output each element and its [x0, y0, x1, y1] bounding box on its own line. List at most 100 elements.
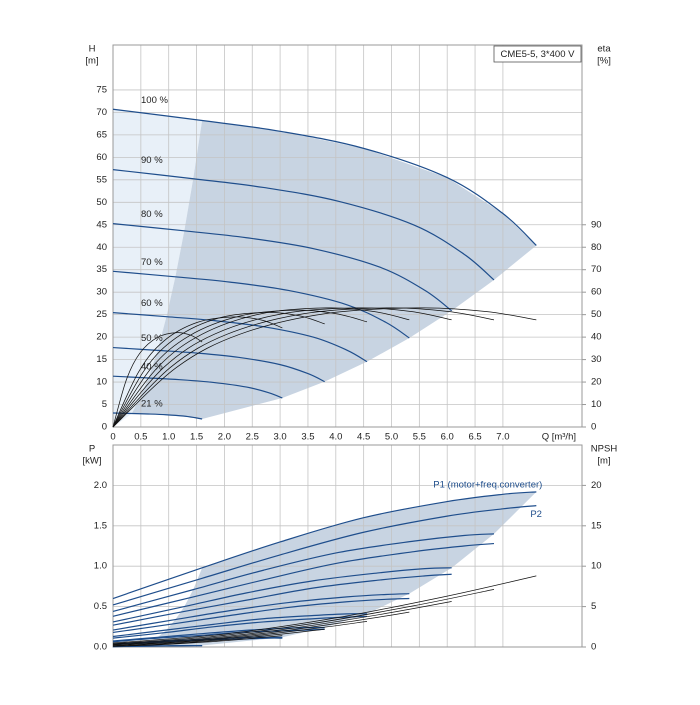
x-tick-label: 3.5	[301, 432, 314, 443]
curve-label: P1 (motor+freq.converter)	[433, 479, 542, 490]
operating-area	[131, 491, 537, 647]
x-tick-label: 6.5	[468, 432, 481, 443]
y-tick-label: 20	[96, 332, 107, 343]
y-tick-label: 60	[96, 152, 107, 163]
y-tick-label: 25	[96, 309, 107, 320]
y-tick-label: 5	[102, 399, 107, 410]
x-tick-label: 4.0	[329, 432, 342, 443]
y2-axis-label: eta	[597, 44, 611, 55]
curve	[112, 270, 410, 339]
curve	[112, 589, 495, 645]
y2-tick-label: 0	[591, 422, 596, 433]
y2-tick-label: 15	[591, 520, 602, 531]
y-tick-label: 0	[102, 422, 107, 433]
chart-title: CME5-5, 3*400 V	[501, 49, 576, 60]
y-axis-label: H	[89, 44, 96, 55]
curve	[112, 575, 537, 644]
curve-label: 70 %	[141, 257, 163, 268]
title-box	[493, 45, 582, 63]
y2-tick-label: 10	[591, 399, 602, 410]
plot-frame	[112, 444, 583, 648]
curve-label: 80 %	[141, 209, 163, 220]
y2-axis-unit: [%]	[597, 56, 611, 67]
curve	[112, 621, 368, 646]
y-tick-label: 65	[96, 129, 107, 140]
y-tick-label: 30	[96, 287, 107, 298]
x-tick-label: 0	[110, 432, 115, 443]
x-tick-label: 7.0	[496, 432, 509, 443]
curve	[112, 611, 410, 646]
y-tick-label: 70	[96, 107, 107, 118]
y2-tick-label: 60	[591, 287, 602, 298]
y2-tick-label: 20	[591, 377, 602, 388]
y2-tick-label: 70	[591, 264, 602, 275]
curve-label: 60 %	[141, 298, 163, 309]
plot-frame	[112, 44, 583, 428]
curve	[112, 346, 325, 383]
y-tick-label: 15	[96, 354, 107, 365]
x-tick-label: 1.0	[162, 432, 175, 443]
y-tick-label: 1.5	[94, 520, 107, 531]
y-tick-label: 55	[96, 174, 107, 185]
y2-tick-label: 40	[591, 332, 602, 343]
x-tick-label: 5.5	[413, 432, 426, 443]
curve	[112, 615, 368, 639]
x-tick-label: 5.0	[385, 432, 398, 443]
y-tick-label: 45	[96, 219, 107, 230]
y-tick-label: 1.0	[94, 561, 107, 572]
curve	[112, 169, 495, 281]
x-tick-label: 2.0	[218, 432, 231, 443]
x-tick-label: 4.5	[357, 432, 370, 443]
curve	[112, 307, 537, 428]
y-tick-label: 75	[96, 84, 107, 95]
curve	[112, 597, 410, 634]
plot: 0 5 10 15 20 25 30 35 40 45 50 55 60 65 70 75 0 10 20 30 40 5…	[85, 44, 611, 443]
curve	[112, 307, 452, 428]
y-tick-label: 10	[96, 377, 107, 388]
y-tick-label: 0.5	[94, 601, 107, 612]
curve	[112, 223, 453, 312]
curve	[112, 573, 452, 626]
curve	[112, 645, 203, 648]
y2-tick-label: 50	[591, 309, 602, 320]
curve	[112, 316, 283, 428]
y2-tick-label: 20	[591, 480, 602, 491]
curve	[112, 542, 495, 617]
operating-area-light	[113, 109, 203, 428]
y-tick-label: 35	[96, 264, 107, 275]
curve-label: 90 %	[141, 155, 163, 166]
curve	[112, 108, 537, 246]
curve	[112, 533, 495, 613]
curve	[112, 332, 203, 428]
curve	[112, 601, 452, 645]
y2-axis-unit: [m]	[597, 456, 610, 467]
curve-label: 21 %	[141, 398, 163, 409]
x-tick-label: 0.5	[134, 432, 147, 443]
y2-axis-label: NPSH	[591, 444, 618, 455]
x-tick-label: 2.5	[246, 432, 259, 443]
y2-tick-label: 10	[591, 561, 602, 572]
x-tick-label: 1.5	[190, 432, 203, 443]
curve-label: 50 %	[141, 333, 163, 344]
x-axis-label: Q [m³/h]	[542, 432, 576, 443]
y-tick-label: 0.0	[94, 642, 107, 653]
curve	[112, 309, 368, 428]
y-axis-unit: [m]	[85, 56, 98, 67]
curve	[112, 593, 410, 631]
curve	[112, 491, 537, 600]
curve	[112, 412, 203, 420]
curve	[112, 567, 452, 623]
curve	[112, 628, 325, 647]
y2-tick-label: 90	[591, 219, 602, 230]
y2-tick-label: 30	[591, 354, 602, 365]
y-tick-label: 2.0	[94, 480, 107, 491]
y-tick-label: 40	[96, 242, 107, 253]
curve	[112, 307, 495, 428]
curve	[112, 613, 368, 638]
curve	[112, 505, 537, 606]
curve	[112, 307, 410, 428]
y2-tick-label: 80	[591, 242, 602, 253]
y-axis-label: P	[89, 444, 95, 455]
y-tick-label: 50	[96, 197, 107, 208]
